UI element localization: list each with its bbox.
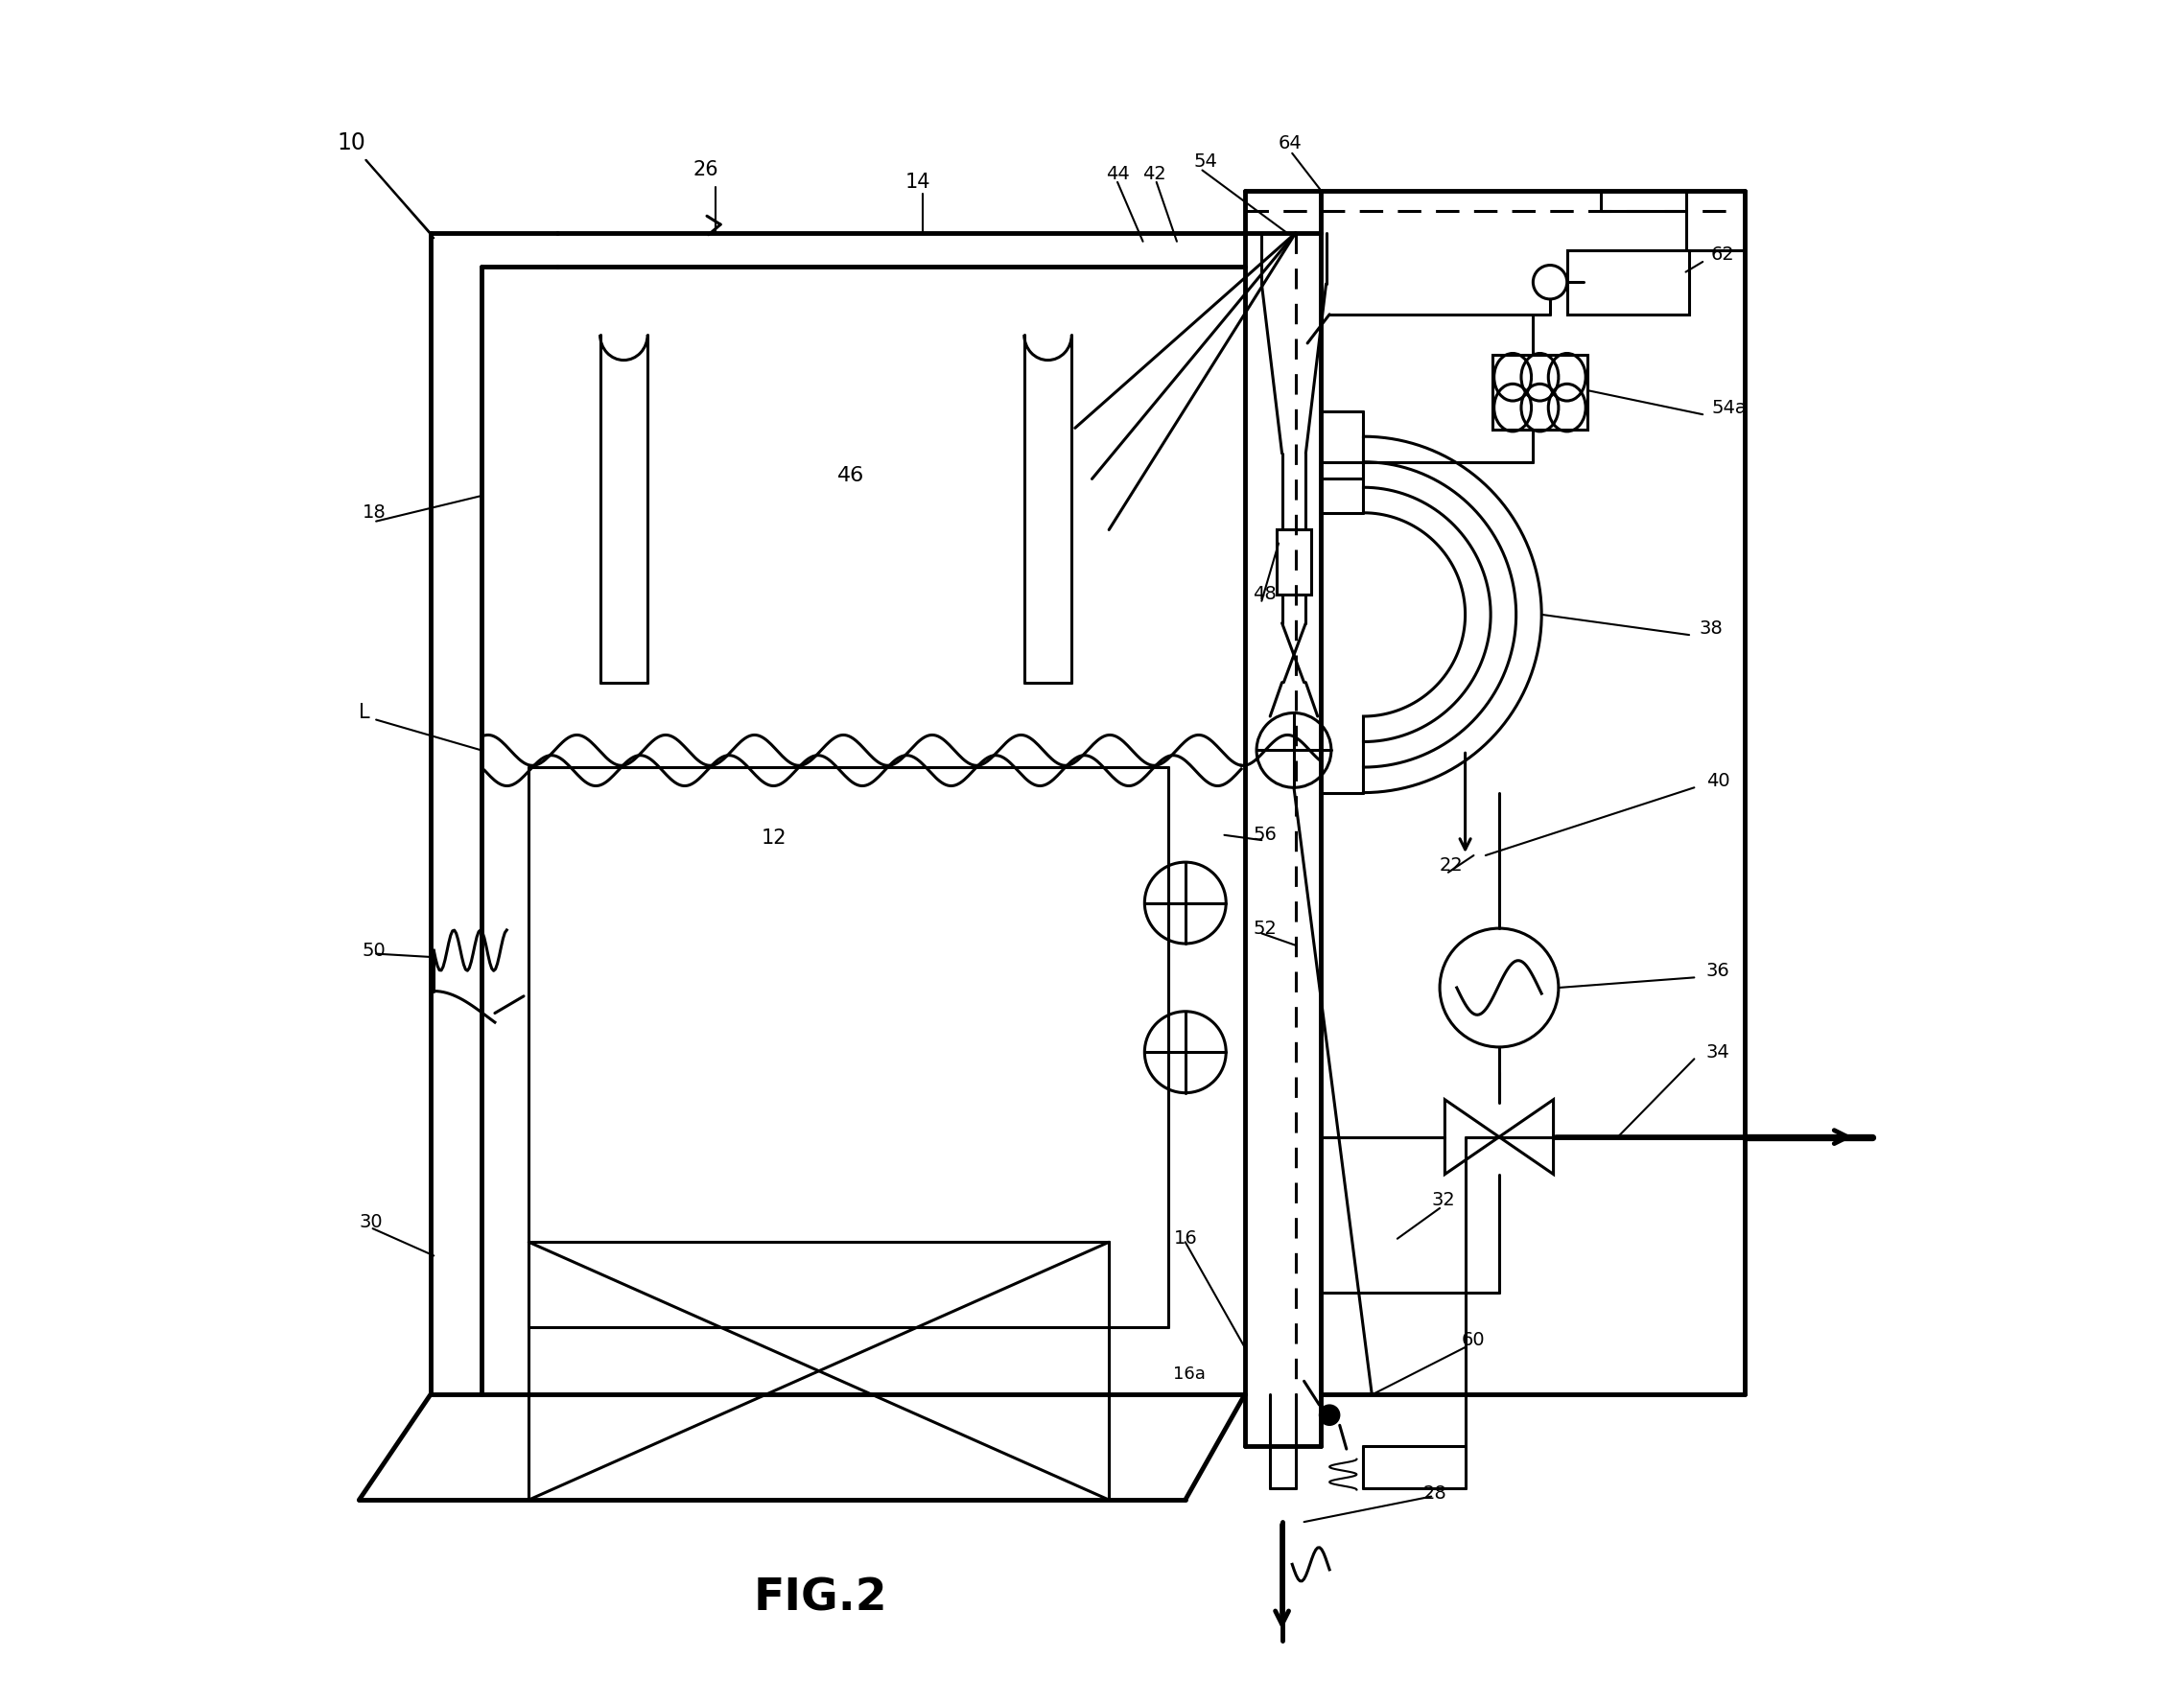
Text: 26: 26 xyxy=(692,160,719,181)
Bar xyxy=(1566,250,1688,314)
Text: 34: 34 xyxy=(1706,1043,1730,1062)
Text: 30: 30 xyxy=(358,1213,382,1230)
Text: 48: 48 xyxy=(1254,584,1278,603)
Text: 50: 50 xyxy=(363,941,387,959)
Text: 36: 36 xyxy=(1706,961,1730,980)
Text: 14: 14 xyxy=(906,172,930,191)
Text: 28: 28 xyxy=(1422,1484,1446,1503)
Text: 38: 38 xyxy=(1699,619,1723,637)
Bar xyxy=(1278,530,1310,595)
Text: 54: 54 xyxy=(1195,153,1219,170)
Text: 60: 60 xyxy=(1461,1331,1485,1350)
Text: 46: 46 xyxy=(836,465,865,486)
Text: 40: 40 xyxy=(1706,772,1730,791)
Text: 44: 44 xyxy=(1105,165,1129,182)
Text: 10: 10 xyxy=(336,131,365,155)
Text: 16a: 16a xyxy=(1173,1365,1206,1384)
Text: 32: 32 xyxy=(1431,1191,1455,1208)
Circle shape xyxy=(1319,1404,1339,1425)
Text: 42: 42 xyxy=(1142,165,1166,182)
Bar xyxy=(1492,354,1588,429)
Text: 62: 62 xyxy=(1712,245,1734,264)
Text: L: L xyxy=(358,704,371,722)
Text: 64: 64 xyxy=(1278,135,1302,152)
Text: 12: 12 xyxy=(762,828,786,849)
Text: 22: 22 xyxy=(1439,857,1463,874)
Text: 52: 52 xyxy=(1254,918,1278,937)
Text: 18: 18 xyxy=(363,504,387,521)
Text: 54a: 54a xyxy=(1712,399,1747,417)
Text: 56: 56 xyxy=(1254,826,1278,843)
Text: 16: 16 xyxy=(1173,1230,1197,1247)
Text: FIG.2: FIG.2 xyxy=(753,1576,887,1621)
